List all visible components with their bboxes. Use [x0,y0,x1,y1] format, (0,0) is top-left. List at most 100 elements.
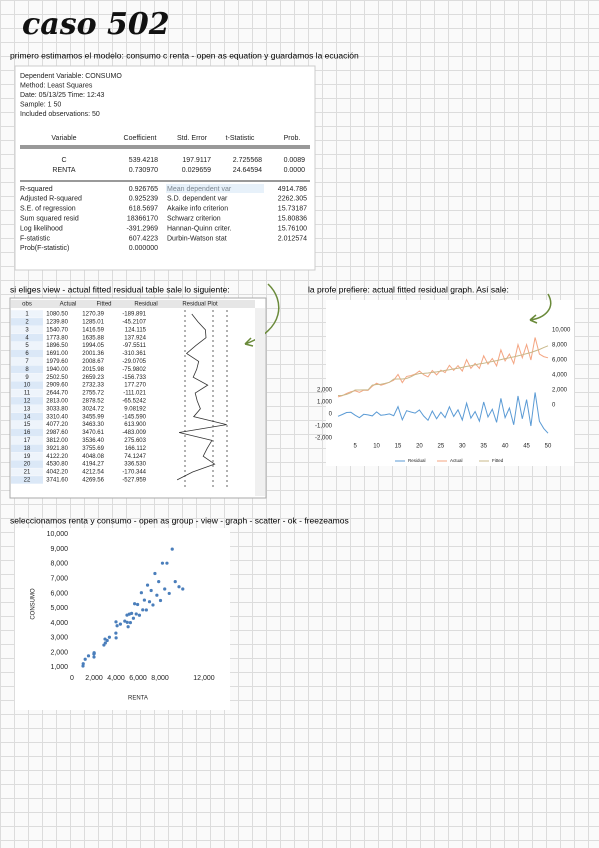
header-line: Dependent Variable: CONSUMO [20,73,122,80]
point [125,620,129,624]
header-line: Method: Least Squares [20,82,93,89]
obs-cell [11,420,43,429]
cell: 3463.30 [82,422,104,428]
y-tick-label: 3,000 [50,635,68,642]
cell: 124.115 [125,327,147,333]
cell: 166.112 [125,446,147,452]
obs-cell [11,310,43,318]
cell: 3455.99 [82,414,104,420]
cell: -97.5511 [123,343,147,349]
cell: 4 [25,335,29,341]
point [160,561,165,565]
y-tick-label: 9,000 [50,546,68,553]
note: la profe prefiere: actual fitted residua… [308,284,509,294]
cell: 2 [25,319,29,325]
cell: 24.64594 [233,167,262,174]
cell: 2987.60 [46,430,68,436]
point [131,616,136,620]
cell: 10 [24,383,31,389]
column-header: Actual [60,302,77,308]
cell: 2644.70 [46,391,68,397]
x-tick-label: 50 [545,444,552,450]
stat: -391.2969 [126,225,158,232]
cell: 336.530 [124,462,146,468]
stat: 0.926765 [129,186,158,193]
y2-tick-label: 6,000 [552,358,568,364]
point [126,625,130,629]
y2-tick-label: 2,000 [552,388,568,394]
stat: 0.925239 [129,196,158,203]
cell: 3 [25,327,29,333]
cell: 4042.20 [46,470,68,476]
stat: 2.012574 [278,235,307,242]
x-tick-label: 30 [459,444,466,450]
y-tick-label: 4,000 [50,620,68,627]
cell: 1691.00 [46,351,68,357]
point [158,598,163,603]
y2-tick-label: 4,000 [552,373,568,379]
title: caso 502 [22,7,170,42]
x-tick-label: 12,000 [193,675,215,682]
cell: 0.0000 [284,167,306,174]
stat: Adjusted R-squared [20,196,82,203]
header-line: Sample: 1 50 [20,102,61,109]
point [128,621,132,625]
y-tick-label: -1,000 [315,424,333,430]
obs-cell [11,468,43,476]
cell: 275.603 [124,438,146,444]
scrollbar [255,308,265,496]
cell: 2502.50 [46,375,68,381]
cell: 22 [24,477,31,483]
header-line: Included observations: 50 [20,111,100,118]
cell: 4048.08 [82,454,104,460]
cell: 2015.98 [82,367,104,373]
y-tick-label: 0 [329,412,333,418]
cell: 2.725568 [233,157,262,164]
cell: 3033.80 [46,406,68,412]
stat: 607.4223 [129,235,158,242]
cell: 16 [24,430,31,436]
obs-cell [11,381,43,389]
point [129,611,134,615]
cell: RENTA [52,167,76,174]
obs-cell [11,405,43,413]
obs-cell [11,397,43,405]
cell: 9.08192 [124,406,146,412]
cell: 0.0089 [284,157,306,164]
point [147,600,152,604]
y-tick-label: 1,000 [50,664,68,671]
cell: 2909.60 [46,383,68,389]
point [103,641,107,645]
stat: Schwarz criterion [167,216,221,223]
point [114,620,118,624]
x-tick-label: 35 [480,444,487,450]
stat: 15.76100 [278,225,307,232]
y-tick-label: 2,000 [317,388,333,394]
y-tick-label: 6,000 [50,590,68,597]
stat: 15.80836 [278,216,307,223]
note: seleccionamos renta y consumo - open as … [10,515,349,525]
y-tick-label: 2,000 [50,649,68,656]
cell: 6 [25,351,29,357]
cell: 19 [24,454,31,460]
cell: -45.2107 [122,319,146,325]
cell: 4269.56 [82,477,104,483]
cell: 1540.70 [46,327,68,333]
obs-cell [11,460,43,468]
point [155,593,159,597]
note: si eliges view - actual fitted residual … [10,284,230,294]
x-tick-label: 10 [373,444,380,450]
x-tick-label: 45 [523,444,530,450]
stat: 15.73187 [278,206,307,213]
y2-tick-label: 0 [552,403,556,409]
obs-cell [11,389,43,397]
point [163,587,167,591]
cell: 1994.05 [82,343,104,349]
cell: C [61,157,66,164]
highlight [166,184,264,193]
x-tick-label: 2,000 [85,675,103,682]
cell: 2813.00 [46,398,68,404]
y-tick-label: 8,000 [50,561,68,568]
series-line [337,392,549,434]
point [86,654,91,658]
